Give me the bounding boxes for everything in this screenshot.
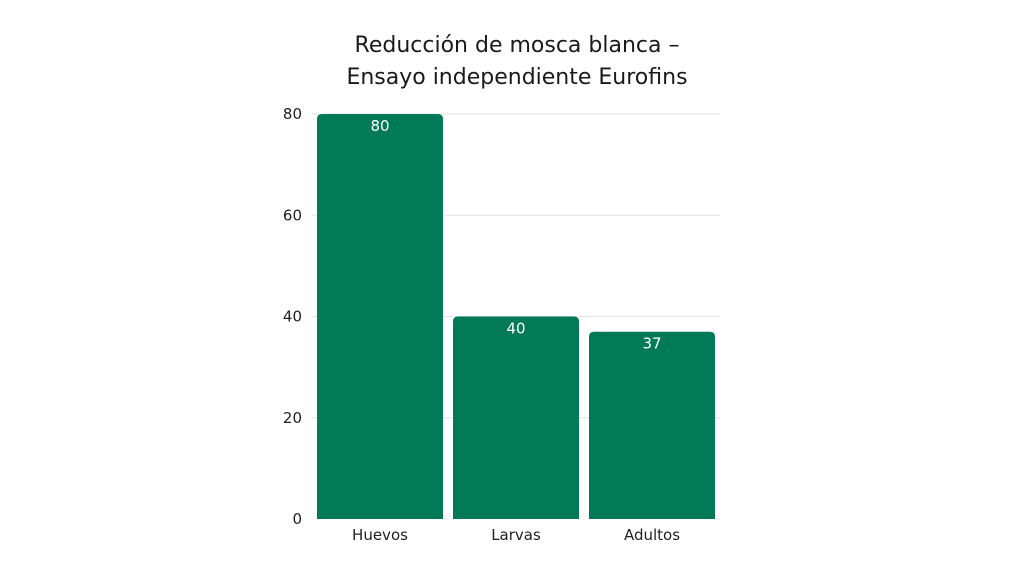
bar-larvas (453, 316, 579, 519)
bar-huevos (317, 114, 443, 519)
chart-title-line-2: Ensayo independiente Eurofins (346, 65, 687, 90)
x-category-label: Adultos (624, 526, 680, 544)
chart-title-line-1: Reducción de mosca blanca – (355, 33, 680, 58)
data-label: 37 (642, 335, 661, 353)
data-label: 40 (506, 320, 525, 338)
bar-adultos (589, 331, 715, 519)
y-tick-label: 80 (283, 105, 302, 123)
y-tick-label: 0 (292, 510, 302, 528)
x-axis: Huevos Larvas Adultos (352, 526, 680, 544)
y-tick-label: 60 (283, 206, 302, 224)
chart-title: Reducción de mosca blanca – Ensayo indep… (346, 33, 687, 90)
y-tick-label: 20 (283, 409, 302, 427)
data-label: 80 (370, 117, 389, 135)
y-axis: 0 20 40 60 80 (283, 105, 302, 528)
x-category-label: Huevos (352, 526, 408, 544)
bars: 80 40 37 (317, 114, 715, 519)
x-category-label: Larvas (491, 526, 541, 544)
y-tick-label: 40 (283, 308, 302, 326)
